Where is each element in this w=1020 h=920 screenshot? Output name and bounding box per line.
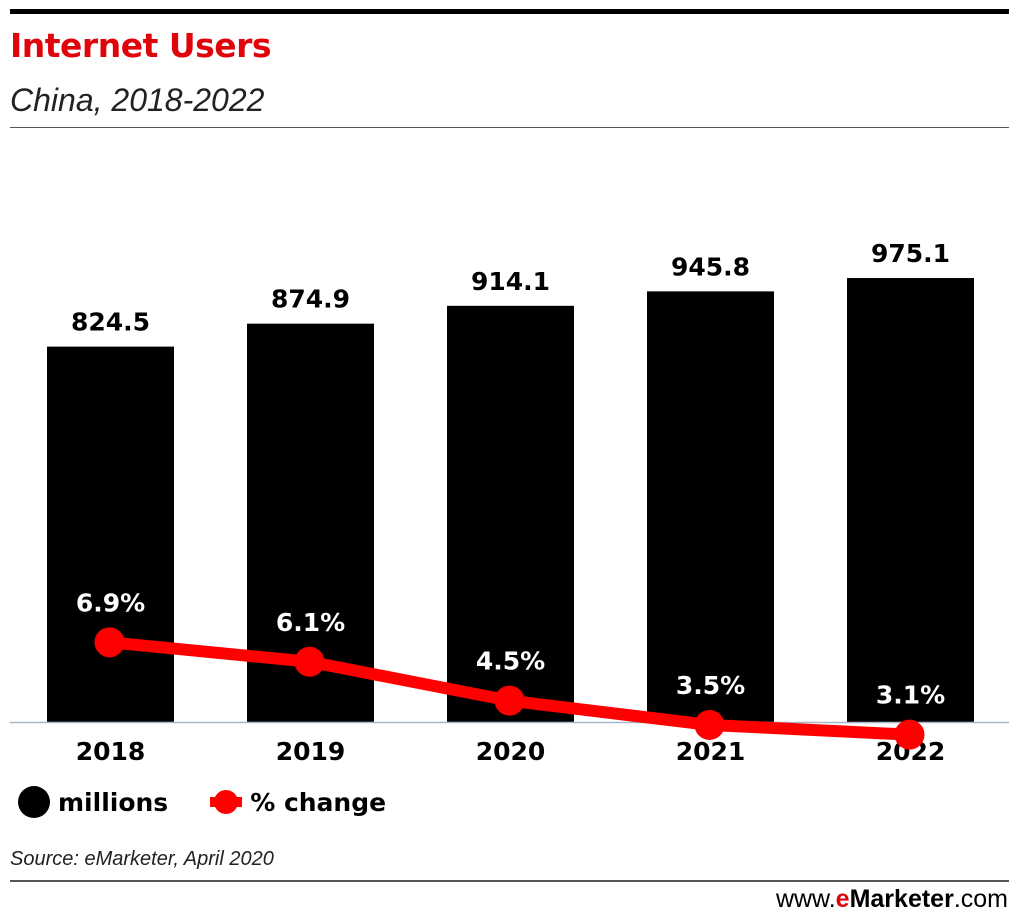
- x-tick-label-2020: 2020: [476, 737, 546, 766]
- change-point-2021: [694, 709, 725, 740]
- bar-value-label-2022: 975.1: [871, 239, 950, 268]
- chart-subtitle: China, 2018-2022: [10, 82, 265, 118]
- legend-swatch-change: [210, 786, 243, 818]
- bar-2018: [47, 346, 174, 722]
- brand-url[interactable]: www.eMarketer.com: [776, 885, 1008, 914]
- x-tick-label-2018: 2018: [76, 737, 146, 766]
- brand-e: e: [835, 885, 850, 913]
- brand-prefix: www.: [775, 885, 836, 913]
- legend-label-millions: millions: [58, 787, 169, 817]
- x-tick-label-2019: 2019: [276, 737, 346, 766]
- chart-title: Internet Users: [10, 26, 272, 65]
- change-point-2022: [894, 719, 925, 750]
- bar-value-label-2019: 874.9: [271, 285, 350, 314]
- change-point-2020: [494, 685, 525, 716]
- change-label-2021: 3.5%: [676, 671, 745, 700]
- bottom-rule: [10, 880, 1009, 882]
- change-label-2019: 6.1%: [276, 608, 345, 637]
- legend-label-change: % change: [250, 787, 387, 817]
- bar-2022: [847, 278, 974, 722]
- chart-plot: 824.5 2018 874.9 2019 914.1 2020 945.8 2021 975.…: [10, 239, 1009, 766]
- bar-2021: [647, 291, 774, 722]
- bar-value-label-2018: 824.5: [71, 308, 150, 337]
- legend: millions % change: [18, 786, 428, 818]
- change-label-2020: 4.5%: [476, 647, 545, 676]
- legend-item-change: % change: [210, 786, 386, 818]
- brand-suffix: .com: [953, 885, 1008, 913]
- bar-value-label-2020: 914.1: [471, 267, 550, 296]
- bar-value-label-2021: 945.8: [671, 252, 750, 281]
- bar-2020: [447, 305, 574, 722]
- change-point-2019: [294, 646, 325, 677]
- change-label-2022: 3.1%: [876, 681, 945, 710]
- legend-swatch-millions: [18, 786, 50, 818]
- subtitle-rule: [10, 127, 1009, 128]
- source-note: Source: eMarketer, April 2020: [10, 848, 274, 870]
- x-tick-label-2021: 2021: [676, 737, 746, 766]
- legend-item-millions: millions: [18, 786, 168, 818]
- change-point-2018: [94, 627, 125, 658]
- brand-name: Marketer: [849, 885, 954, 913]
- change-label-2018: 6.9%: [76, 588, 145, 617]
- top-rule: [10, 9, 1009, 14]
